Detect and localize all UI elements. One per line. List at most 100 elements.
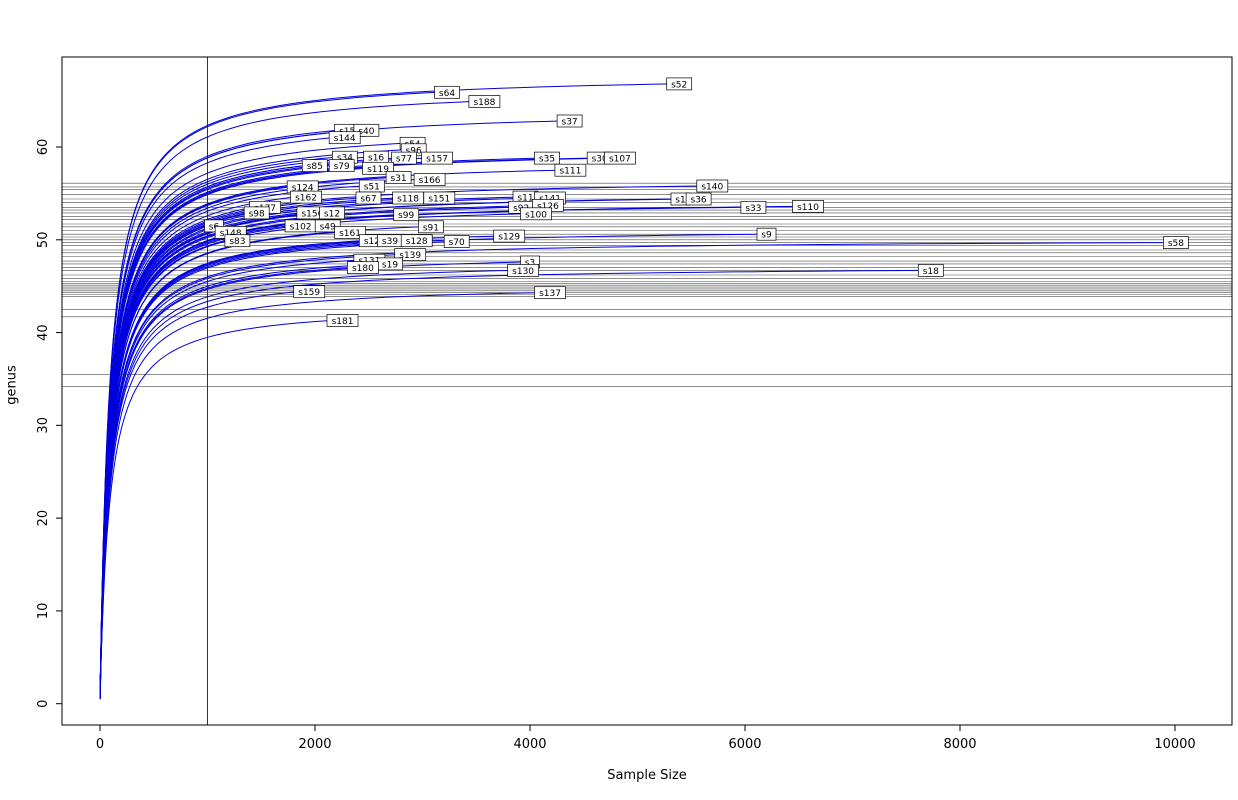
sample-label-text: s51 xyxy=(364,183,380,193)
sample-label-s137: s137 xyxy=(534,286,566,299)
sample-label-text: s30 xyxy=(592,155,608,165)
sample-label-text: s64 xyxy=(439,89,455,99)
sample-label-text: s110 xyxy=(797,203,819,213)
sample-label-text: s9 xyxy=(761,231,772,241)
y-tick-label: 40 xyxy=(36,324,51,341)
sample-label-text: s36 xyxy=(691,196,707,206)
rarefaction-curve-s180 xyxy=(99,267,351,699)
sample-label-box xyxy=(740,200,767,214)
sample-label-s110: s110 xyxy=(792,200,824,213)
rarefaction-curve-s18 xyxy=(99,269,922,699)
sample-label-box xyxy=(319,206,345,220)
sample-label-text: s161 xyxy=(339,229,361,239)
sample-label-s77: s77 xyxy=(391,151,417,165)
sample-label-s49: s49 xyxy=(314,219,341,233)
sample-label-text: s100 xyxy=(525,210,547,220)
rarefaction-curve-s3 xyxy=(99,261,524,699)
sample-label-s119: s119 xyxy=(362,161,394,175)
sample-label-box xyxy=(243,206,270,220)
sample-label-text: s130 xyxy=(512,267,534,277)
sample-label-s129: s129 xyxy=(493,229,526,243)
rarefaction-curve-s92 xyxy=(99,206,512,699)
sample-label-s130: s130 xyxy=(507,264,539,277)
sample-label-text: s148 xyxy=(220,229,242,239)
sample-label-box xyxy=(554,163,587,177)
rarefaction-curve-s132 xyxy=(99,259,357,699)
sample-label-box xyxy=(792,200,824,213)
rarefaction-curve-s137 xyxy=(99,292,538,699)
sample-label-s107: s107 xyxy=(604,151,636,165)
sample-label-text: s124 xyxy=(292,183,314,193)
sample-label-s37: s37 xyxy=(556,114,583,128)
sample-label-box xyxy=(393,208,420,222)
sample-label-text: s140 xyxy=(701,183,723,193)
x-tick-label: 10000 xyxy=(1154,737,1195,752)
sample-label-s188: s188 xyxy=(468,95,501,108)
sample-label-box xyxy=(328,131,361,145)
sample-label-box xyxy=(685,192,712,206)
sample-label-s128: s128 xyxy=(400,234,433,248)
sample-label-text: s122 xyxy=(364,237,386,247)
sample-label-box xyxy=(520,207,552,221)
x-tick-label: 2000 xyxy=(298,737,331,752)
sample-label-s52: s52 xyxy=(666,77,693,91)
sample-label-text: s157 xyxy=(426,155,448,165)
sample-label-box xyxy=(666,77,693,91)
sample-label-box xyxy=(391,151,417,165)
sample-label-text: s129 xyxy=(498,233,520,243)
rarefaction-curve-s156 xyxy=(99,212,300,698)
sample-label-box xyxy=(418,220,444,234)
sample-label-text: s52 xyxy=(671,80,687,90)
sample-label-text: s19 xyxy=(382,260,398,270)
sample-label-text: s98 xyxy=(249,209,265,219)
sample-label-text: s18 xyxy=(923,267,939,277)
sample-label-text: s180 xyxy=(352,264,374,274)
sample-label-box xyxy=(917,264,944,277)
sample-label-s98: s98 xyxy=(243,206,270,220)
rarefaction-curve-s130 xyxy=(99,269,511,699)
sample-label-s16: s16 xyxy=(363,150,389,164)
sample-label-text: s33 xyxy=(745,204,761,214)
sample-label-s58: s58 xyxy=(1163,236,1189,249)
sample-label-s31: s31 xyxy=(385,171,412,184)
sample-label-text: s6 xyxy=(209,222,220,232)
sample-label-text: s77 xyxy=(396,155,412,165)
sample-label-s161: s161 xyxy=(334,226,366,239)
sample-label-text: s31 xyxy=(391,174,407,184)
sample-label-box xyxy=(434,85,460,99)
sample-label-text: s139 xyxy=(399,251,421,261)
sample-label-text: s1 xyxy=(675,196,685,206)
sample-label-s79: s79 xyxy=(328,159,355,172)
sample-label-box xyxy=(400,234,433,248)
sample-label-box xyxy=(604,151,636,165)
sample-label-s166: s166 xyxy=(413,173,446,186)
sample-label-text: s99 xyxy=(398,211,414,221)
rarefaction-curve-s141 xyxy=(99,197,538,698)
sample-label-text: s49 xyxy=(320,222,336,232)
sample-label-s100: s100 xyxy=(520,207,552,221)
sample-label-text: s40 xyxy=(358,127,374,137)
sample-label-s144: s144 xyxy=(328,131,361,145)
sample-label-text: s144 xyxy=(334,134,356,144)
sample-label-text: s128 xyxy=(406,237,428,247)
sample-label-s70: s70 xyxy=(443,235,470,248)
sample-label-box xyxy=(493,229,526,243)
y-tick-label: 10 xyxy=(36,603,51,620)
sample-label-box xyxy=(556,114,583,128)
sample-label-text: s159 xyxy=(298,288,320,298)
sample-label-box xyxy=(347,261,379,274)
sample-label-box xyxy=(355,191,382,205)
sample-label-box xyxy=(468,95,501,108)
sample-label-box xyxy=(756,227,777,241)
sample-label-text: s58 xyxy=(1168,239,1184,249)
sample-label-box xyxy=(314,219,341,233)
sample-label-s181: s181 xyxy=(326,314,359,327)
sample-label-text: s96 xyxy=(406,146,422,156)
sample-label-text: s181 xyxy=(332,317,354,327)
sample-label-text: s91 xyxy=(423,223,439,233)
sample-label-text: s102 xyxy=(290,222,312,232)
sample-label-box xyxy=(421,151,453,165)
sample-label-box xyxy=(507,264,539,277)
x-tick-label: 6000 xyxy=(728,737,761,752)
sample-label-s85: s85 xyxy=(301,159,328,172)
